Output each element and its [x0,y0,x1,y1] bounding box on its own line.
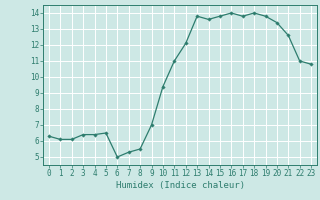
X-axis label: Humidex (Indice chaleur): Humidex (Indice chaleur) [116,181,244,190]
